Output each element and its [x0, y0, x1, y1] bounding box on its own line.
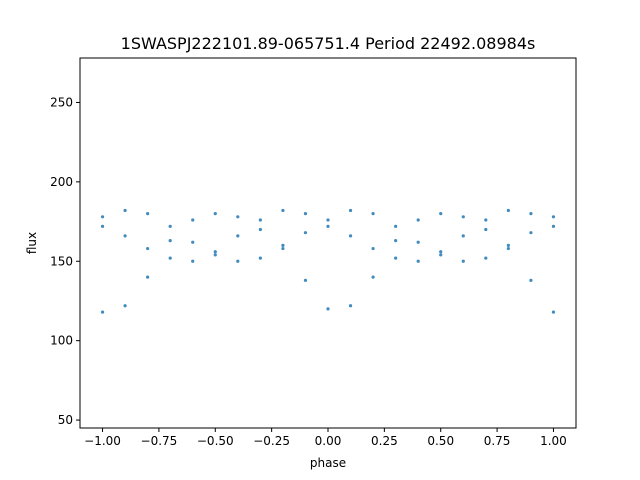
data-point [281, 243, 285, 247]
data-point [551, 310, 556, 314]
x-axis-ticks: −1.00 −0.75 −0.50 −0.25 0.00 0.25 0.50 0.75 1.00 [84, 428, 567, 448]
x-tick-label: 1.00 [540, 434, 567, 448]
x-tick-label: −1.00 [84, 434, 121, 448]
data-point [100, 310, 105, 314]
data-point [258, 218, 262, 222]
data-point [258, 256, 262, 260]
data-point [213, 250, 217, 254]
data-point [439, 250, 443, 254]
y-axis-ticks: 50 100 150 200 250 [50, 95, 80, 427]
data-point [506, 208, 510, 213]
data-point [416, 240, 420, 244]
y-tick-label: 150 [50, 254, 73, 268]
data-point [258, 227, 262, 232]
y-axis-label: flux [25, 232, 39, 254]
data-point [191, 259, 195, 263]
data-point [123, 208, 127, 213]
x-tick-label: 0.50 [427, 434, 454, 448]
data-point [348, 234, 353, 238]
x-tick-label: −0.50 [197, 434, 234, 448]
data-point [506, 246, 510, 251]
data-point [439, 253, 443, 257]
data-point [371, 275, 375, 279]
data-point [551, 215, 556, 219]
data-point [123, 304, 127, 308]
data-point [529, 231, 533, 235]
data-point [236, 215, 240, 219]
x-tick-label: −0.25 [253, 434, 290, 448]
data-point [461, 259, 465, 263]
data-point [303, 212, 308, 216]
y-tick-label: 50 [58, 413, 73, 427]
data-point [146, 246, 150, 251]
data-point [506, 243, 510, 247]
data-point [146, 275, 150, 279]
data-point [168, 224, 172, 228]
data-point [146, 212, 150, 216]
data-point [416, 259, 420, 263]
data-point [394, 239, 398, 243]
data-point [484, 256, 488, 260]
data-point [303, 278, 308, 282]
x-tick-label: 0.25 [371, 434, 398, 448]
data-point [303, 231, 308, 235]
data-point [326, 307, 330, 311]
data-point [213, 253, 217, 257]
data-point [416, 218, 420, 222]
data-point [123, 234, 127, 238]
data-point [281, 208, 285, 213]
data-point [529, 278, 533, 282]
data-point [348, 208, 353, 213]
data-point [484, 227, 488, 232]
x-axis-label: phase [310, 456, 346, 470]
data-point [348, 304, 353, 308]
data-point [439, 212, 443, 216]
data-point [326, 224, 330, 228]
y-tick-label: 100 [50, 334, 73, 348]
data-point [394, 224, 398, 228]
data-point [191, 218, 195, 222]
data-point [326, 218, 330, 222]
data-point [168, 239, 172, 243]
data-point [551, 224, 556, 228]
data-point [371, 246, 375, 251]
data-point [168, 256, 172, 260]
data-point [529, 212, 533, 216]
data-point [461, 215, 465, 219]
data-points [100, 208, 556, 314]
x-tick-label: 0.00 [315, 434, 342, 448]
data-point [236, 259, 240, 263]
y-tick-label: 200 [50, 175, 73, 189]
data-point [191, 240, 195, 244]
data-point [213, 212, 217, 216]
x-tick-label: 0.75 [484, 434, 511, 448]
x-tick-label: −0.75 [141, 434, 178, 448]
data-point [100, 215, 105, 219]
data-point [394, 256, 398, 260]
chart-title: 1SWASPJ222101.89-065751.4 Period 22492.0… [121, 34, 536, 53]
data-point [371, 212, 375, 216]
data-point [484, 218, 488, 222]
data-point [236, 234, 240, 238]
data-point [281, 246, 285, 251]
data-point [100, 224, 105, 228]
y-tick-label: 250 [50, 95, 73, 109]
data-point [461, 234, 465, 238]
